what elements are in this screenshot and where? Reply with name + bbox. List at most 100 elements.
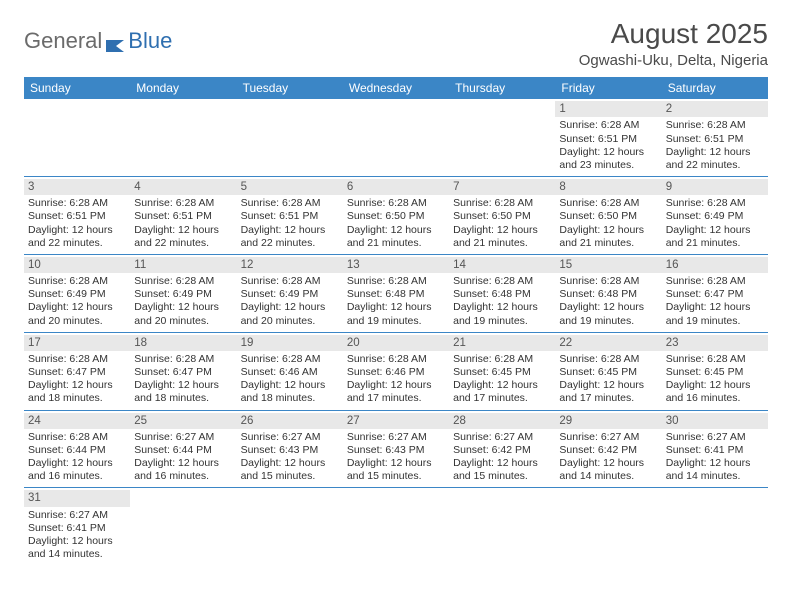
calendar-cell-empty xyxy=(24,99,130,176)
day-number: 19 xyxy=(237,335,343,351)
day-details: Sunrise: 6:28 AMSunset: 6:47 PMDaylight:… xyxy=(666,275,764,328)
day-details: Sunrise: 6:28 AMSunset: 6:48 PMDaylight:… xyxy=(347,275,445,328)
day-number: 17 xyxy=(24,335,130,351)
calendar-cell-empty xyxy=(343,488,449,565)
page: General Blue August 2025 Ogwashi-Uku, De… xyxy=(0,0,792,565)
weekday-header: Friday xyxy=(555,77,661,99)
weekday-header: Tuesday xyxy=(237,77,343,99)
logo: General Blue xyxy=(24,18,172,54)
day-details: Sunrise: 6:28 AMSunset: 6:51 PMDaylight:… xyxy=(241,197,339,250)
day-details: Sunrise: 6:28 AMSunset: 6:50 PMDaylight:… xyxy=(453,197,551,250)
day-number: 8 xyxy=(555,179,661,195)
day-number: 1 xyxy=(555,101,661,117)
calendar-cell: 19 Sunrise: 6:28 AMSunset: 6:46 AMDayligh… xyxy=(237,332,343,410)
day-details: Sunrise: 6:28 AMSunset: 6:48 PMDaylight:… xyxy=(453,275,551,328)
day-details: Sunrise: 6:28 AMSunset: 6:45 PMDaylight:… xyxy=(559,353,657,406)
day-number: 23 xyxy=(662,335,768,351)
day-number: 20 xyxy=(343,335,449,351)
calendar-cell: 16Sunrise: 6:28 AMSunset: 6:47 PMDayligh… xyxy=(662,254,768,332)
day-details: Sunrise: 6:27 AMSunset: 6:43 PMDaylight:… xyxy=(347,431,445,484)
header: General Blue August 2025 Ogwashi-Uku, De… xyxy=(24,18,768,69)
calendar-cell: 4 Sunrise: 6:28 AMSunset: 6:51 PMDaylight… xyxy=(130,176,236,254)
calendar-cell: 14 Sunrise: 6:28 AMSunset: 6:48 PMDayligh… xyxy=(449,254,555,332)
calendar-cell: 17 Sunrise: 6:28 AMSunset: 6:47 PMDayligh… xyxy=(24,332,130,410)
day-number: 12 xyxy=(237,257,343,273)
calendar-cell-empty xyxy=(130,99,236,176)
day-number: 21 xyxy=(449,335,555,351)
day-details: Sunrise: 6:28 AMSunset: 6:47 PMDaylight:… xyxy=(134,353,232,406)
calendar-cell: 2Sunrise: 6:28 AMSunset: 6:51 PMDaylight… xyxy=(662,99,768,176)
day-details: Sunrise: 6:28 AMSunset: 6:48 PMDaylight:… xyxy=(559,275,657,328)
calendar-header-row: SundayMondayTuesdayWednesdayThursdayFrid… xyxy=(24,77,768,99)
day-number: 28 xyxy=(449,413,555,429)
day-number: 14 xyxy=(449,257,555,273)
calendar-cell-empty xyxy=(237,488,343,565)
day-number: 29 xyxy=(555,413,661,429)
calendar-cell: 7 Sunrise: 6:28 AMSunset: 6:50 PMDaylight… xyxy=(449,176,555,254)
day-details: Sunrise: 6:28 AMSunset: 6:49 PMDaylight:… xyxy=(28,275,126,328)
day-details: Sunrise: 6:28 AMSunset: 6:49 PMDaylight:… xyxy=(666,197,764,250)
calendar-row: 17Sunrise: 6:28 AMSunset: 6:47 PMDayligh… xyxy=(24,332,768,410)
day-details: Sunrise: 6:27 AMSunset: 6:42 PMDaylight:… xyxy=(453,431,551,484)
calendar-body: 1 Sunrise: 6:28 AMSunset: 6:51 PMDaylight… xyxy=(24,99,768,565)
day-number: 4 xyxy=(130,179,236,195)
logo-text-general: General xyxy=(24,28,102,54)
day-details: Sunrise: 6:28 AMSunset: 6:45 PMDaylight:… xyxy=(666,353,764,406)
calendar-cell: 20Sunrise: 6:28 AMSunset: 6:46 PMDayligh… xyxy=(343,332,449,410)
calendar-cell: 15 Sunrise: 6:28 AMSunset: 6:48 PMDayligh… xyxy=(555,254,661,332)
title-block: August 2025 Ogwashi-Uku, Delta, Nigeria xyxy=(579,18,768,69)
location-text: Ogwashi-Uku, Delta, Nigeria xyxy=(579,52,768,69)
calendar-cell-empty xyxy=(662,488,768,565)
day-details: Sunrise: 6:27 AMSunset: 6:41 PMDaylight:… xyxy=(666,431,764,484)
day-details: Sunrise: 6:28 AMSunset: 6:44 PMDaylight:… xyxy=(28,431,126,484)
day-number: 27 xyxy=(343,413,449,429)
day-details: Sunrise: 6:28 AMSunset: 6:47 PMDaylight:… xyxy=(28,353,126,406)
day-number: 5 xyxy=(237,179,343,195)
calendar-cell: 12 Sunrise: 6:28 AMSunset: 6:49 PMDayligh… xyxy=(237,254,343,332)
day-details: Sunrise: 6:27 AMSunset: 6:42 PMDaylight:… xyxy=(559,431,657,484)
day-number: 31 xyxy=(24,490,130,506)
calendar-cell: 26 Sunrise: 6:27 AMSunset: 6:43 PMDayligh… xyxy=(237,410,343,488)
day-number: 22 xyxy=(555,335,661,351)
day-number: 7 xyxy=(449,179,555,195)
calendar-cell-empty xyxy=(237,99,343,176)
day-details: Sunrise: 6:28 AMSunset: 6:46 AMDaylight:… xyxy=(241,353,339,406)
day-number: 6 xyxy=(343,179,449,195)
weekday-header: Wednesday xyxy=(343,77,449,99)
day-details: Sunrise: 6:28 AMSunset: 6:49 PMDaylight:… xyxy=(241,275,339,328)
day-details: Sunrise: 6:28 AMSunset: 6:50 PMDaylight:… xyxy=(347,197,445,250)
calendar-cell: 3Sunrise: 6:28 AMSunset: 6:51 PMDaylight… xyxy=(24,176,130,254)
day-number: 13 xyxy=(343,257,449,273)
calendar-cell: 23 Sunrise: 6:28 AMSunset: 6:45 PMDayligh… xyxy=(662,332,768,410)
calendar-cell-empty xyxy=(555,488,661,565)
calendar-cell: 24Sunrise: 6:28 AMSunset: 6:44 PMDayligh… xyxy=(24,410,130,488)
day-details: Sunrise: 6:28 AMSunset: 6:45 PMDaylight:… xyxy=(453,353,551,406)
calendar-cell-empty xyxy=(130,488,236,565)
calendar-cell: 31Sunrise: 6:27 AMSunset: 6:41 PMDayligh… xyxy=(24,488,130,565)
day-number: 26 xyxy=(237,413,343,429)
weekday-header: Saturday xyxy=(662,77,768,99)
day-number: 15 xyxy=(555,257,661,273)
weekday-header: Sunday xyxy=(24,77,130,99)
day-details: Sunrise: 6:27 AMSunset: 6:43 PMDaylight:… xyxy=(241,431,339,484)
calendar-cell: 10 Sunrise: 6:28 AMSunset: 6:49 PMDayligh… xyxy=(24,254,130,332)
day-details: Sunrise: 6:27 AMSunset: 6:44 PMDaylight:… xyxy=(134,431,232,484)
flag-icon xyxy=(106,32,126,46)
calendar-cell: 27 Sunrise: 6:27 AMSunset: 6:43 PMDayligh… xyxy=(343,410,449,488)
calendar-row: 1 Sunrise: 6:28 AMSunset: 6:51 PMDaylight… xyxy=(24,99,768,176)
calendar-cell-empty xyxy=(449,488,555,565)
calendar-cell: 30Sunrise: 6:27 AMSunset: 6:41 PMDayligh… xyxy=(662,410,768,488)
day-details: Sunrise: 6:28 AMSunset: 6:51 PMDaylight:… xyxy=(666,119,764,172)
day-details: Sunrise: 6:28 AMSunset: 6:51 PMDaylight:… xyxy=(134,197,232,250)
calendar-row: 3Sunrise: 6:28 AMSunset: 6:51 PMDaylight… xyxy=(24,176,768,254)
day-number: 25 xyxy=(130,413,236,429)
calendar-cell: 6 Sunrise: 6:28 AMSunset: 6:50 PMDaylight… xyxy=(343,176,449,254)
calendar-cell: 21 Sunrise: 6:28 AMSunset: 6:45 PMDayligh… xyxy=(449,332,555,410)
logo-text-blue: Blue xyxy=(128,28,172,54)
day-number: 11 xyxy=(130,257,236,273)
day-number: 9 xyxy=(662,179,768,195)
day-details: Sunrise: 6:28 AMSunset: 6:51 PMDaylight:… xyxy=(28,197,126,250)
weekday-header: Thursday xyxy=(449,77,555,99)
day-number: 10 xyxy=(24,257,130,273)
calendar-row: 24Sunrise: 6:28 AMSunset: 6:44 PMDayligh… xyxy=(24,410,768,488)
